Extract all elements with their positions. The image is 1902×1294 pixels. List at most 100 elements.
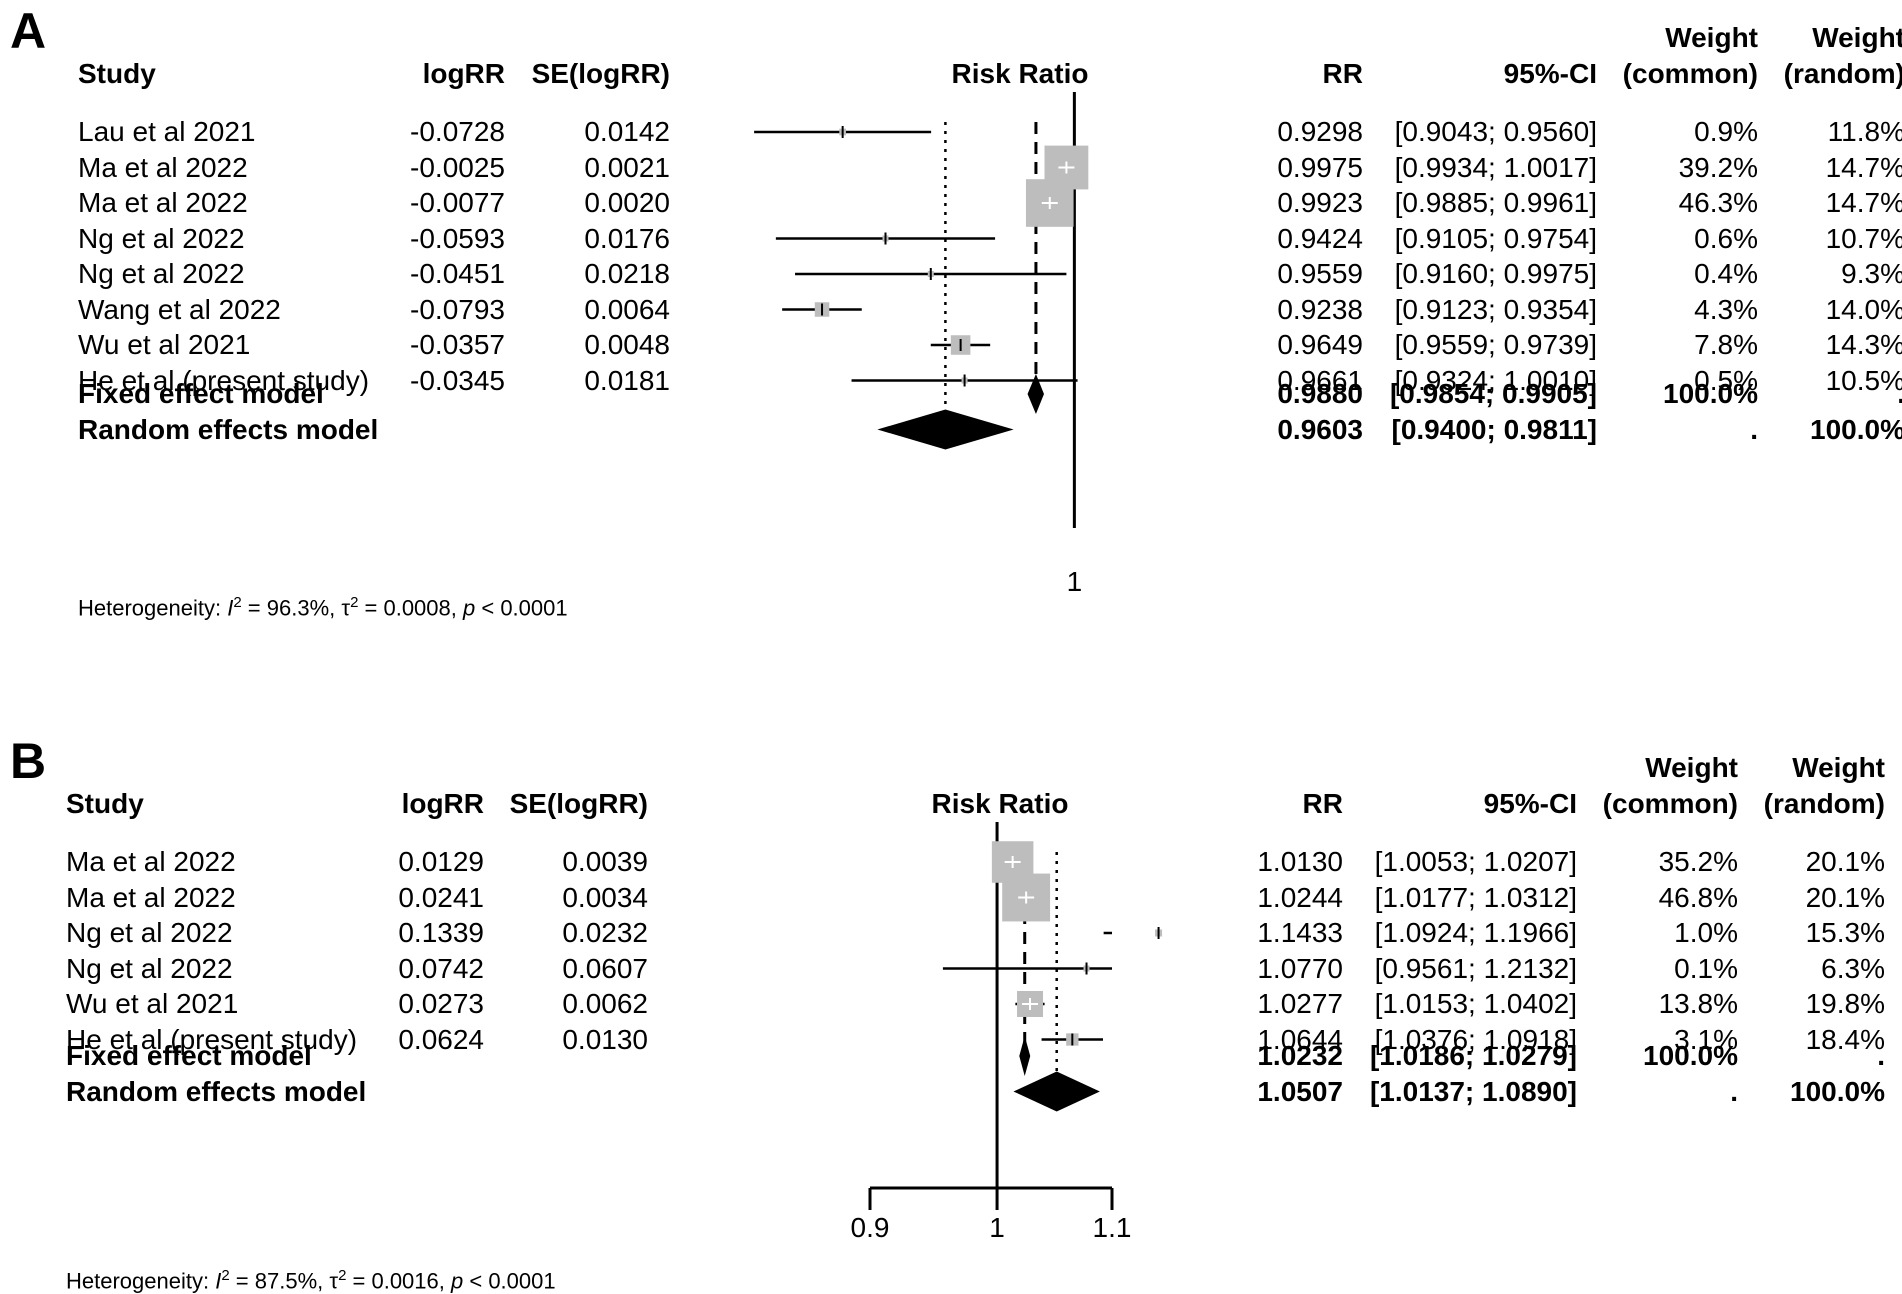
header-weight-common-line1: Weight (1665, 22, 1758, 53)
weight-random-value: 10.5% (1825, 364, 1902, 396)
weight-random-value: 6.3% (1821, 952, 1885, 984)
heterogeneity-statistics: Heterogeneity: I2 = 96.3%, τ2 = 0.0008, … (78, 594, 568, 621)
x-tick-label: 1.1 (1092, 1212, 1132, 1243)
se-logrr-value: 0.0232 (562, 917, 648, 948)
ci-value: [1.0177; 1.0312] (1374, 881, 1577, 913)
weight-random-value: 20.1% (1805, 881, 1885, 913)
rr-value: 1.0770 (1257, 952, 1343, 984)
x-tick-label: 1 (1066, 566, 1083, 597)
summary-weight-common: . (1730, 1075, 1738, 1107)
header-weight-common-line2: (common) (1622, 58, 1758, 89)
weight-common-value: 7.8% (1694, 329, 1758, 360)
header-se-logrr: SE(logRR) (531, 58, 670, 89)
rr-value: 0.9923 (1277, 187, 1363, 218)
rr-value: 0.9298 (1277, 116, 1363, 147)
ci-value: [1.0376; 1.0918] (1374, 1023, 1577, 1055)
logrr-value: -0.0025 (410, 151, 505, 183)
weight-common-value: 4.3% (1694, 293, 1758, 325)
forest-plot-svg (754, 92, 1089, 528)
study-name: Ma et al 2022 (66, 846, 236, 877)
summary-rr-value: 0.9880 (1277, 378, 1363, 409)
header-study: Study (66, 788, 144, 819)
summary-ci-value: [0.9400; 0.9811] (1391, 413, 1598, 445)
weight-random-value: 18.4% (1805, 1023, 1885, 1055)
ci-value: [0.9123; 0.9354] (1394, 293, 1597, 325)
summary-rr-value: 1.0507 (1257, 1075, 1343, 1107)
fixed-effect-label: Fixed effect model (78, 378, 324, 409)
rr-value: 1.0277 (1257, 988, 1343, 1019)
se-logrr-value: 0.0607 (562, 952, 648, 984)
summary-ci-value: [0.9854; 0.9905] (1389, 378, 1597, 409)
weight-common-value: 0.9% (1694, 116, 1758, 147)
header-weight-common-line2: (common) (1602, 788, 1738, 819)
summary-ci-value: [1.0186; 1.0279] (1369, 1040, 1577, 1071)
logrr-value: -0.0077 (410, 187, 505, 218)
summary-ci-value: [1.0137; 1.0890] (1369, 1075, 1577, 1107)
ci-value: [0.9105; 0.9754] (1394, 222, 1597, 254)
weight-random-value: 15.3% (1805, 917, 1885, 948)
weight-random-value: 19.8% (1805, 988, 1885, 1019)
logrr-value: 0.0742 (398, 952, 484, 984)
se-logrr-value: 0.0130 (562, 1023, 648, 1055)
rr-value: 0.9238 (1277, 293, 1363, 325)
weight-random-value: 14.7% (1825, 151, 1902, 183)
logrr-value: -0.0357 (410, 329, 505, 360)
header-rr: RR (1302, 788, 1343, 819)
se-logrr-value: 0.0181 (584, 364, 670, 396)
x-tick-label: 0.9 (850, 1212, 890, 1243)
summary-rr-value: 1.0232 (1257, 1040, 1343, 1071)
se-logrr-value: 0.0062 (562, 988, 648, 1019)
study-name: Ma et al 2022 (66, 881, 236, 913)
study-name: Wu et al 2021 (78, 329, 251, 360)
header-weight-random-line2: (random) (1783, 58, 1902, 89)
random-effects-diamond (1013, 1071, 1100, 1112)
study-name: Ng et al 2022 (66, 917, 233, 948)
header-weight-common-line1: Weight (1645, 752, 1738, 783)
rr-value: 1.0644 (1257, 1023, 1343, 1055)
rr-value: 0.9975 (1277, 151, 1363, 183)
weight-common-value: 0.4% (1694, 258, 1758, 289)
logrr-value: 0.0241 (398, 881, 484, 913)
header-rr: RR (1322, 58, 1363, 89)
logrr-value: -0.0345 (410, 364, 505, 396)
logrr-value: 0.0624 (398, 1023, 484, 1055)
header-weight-random-line2: (random) (1763, 788, 1885, 819)
weight-common-value: 0.1% (1674, 952, 1738, 984)
weight-random-value: 14.0% (1825, 293, 1902, 325)
weight-common-value: 1.0% (1674, 917, 1738, 948)
summary-weight-random: . (1897, 380, 1902, 408)
ci-value: [1.0053; 1.0207] (1374, 846, 1577, 877)
rr-value: 1.0244 (1257, 881, 1343, 913)
ci-value: [0.9885; 0.9961] (1394, 187, 1597, 218)
weight-common-value: 35.2% (1658, 846, 1738, 877)
summary-rr-value: 0.9603 (1277, 413, 1363, 445)
study-name: He et al (present study) (66, 1023, 358, 1055)
weight-random-value: 14.7% (1825, 187, 1902, 218)
weight-common-value: 0.6% (1694, 222, 1758, 254)
logrr-value: -0.0793 (410, 293, 505, 325)
fixed-effect-label: Fixed effect model (66, 1040, 312, 1071)
logrr-value: 0.0129 (398, 846, 484, 877)
random-effects-diamond (877, 409, 1014, 450)
rr-value: 1.1433 (1257, 917, 1343, 948)
ci-value: [1.0924; 1.1966] (1374, 917, 1577, 948)
panel-label: B (10, 733, 47, 789)
header-study: Study (78, 58, 156, 89)
header-logrr: logRR (422, 58, 505, 89)
weight-random-value: 10.7% (1825, 222, 1902, 254)
se-logrr-value: 0.0048 (584, 329, 670, 360)
rr-value: 1.0130 (1257, 846, 1343, 877)
se-logrr-value: 0.0034 (562, 881, 648, 913)
weight-common-value: 13.8% (1658, 988, 1738, 1019)
weight-random-value: 20.1% (1805, 846, 1885, 877)
logrr-value: 0.0273 (398, 988, 484, 1019)
random-effects-label: Random effects model (78, 413, 379, 445)
header-weight-random-line1: Weight (1792, 752, 1885, 783)
study-name: Ma et al 2022 (78, 151, 248, 183)
logrr-value: -0.0593 (410, 222, 505, 254)
ci-value: [0.9324; 1.0010] (1394, 364, 1597, 396)
header-95-ci: 95%-CI (1483, 788, 1577, 819)
summary-weight-common: 100.0% (1643, 1040, 1738, 1071)
se-logrr-value: 0.0039 (562, 846, 648, 877)
header-weight-random-line1: Weight (1812, 22, 1902, 53)
